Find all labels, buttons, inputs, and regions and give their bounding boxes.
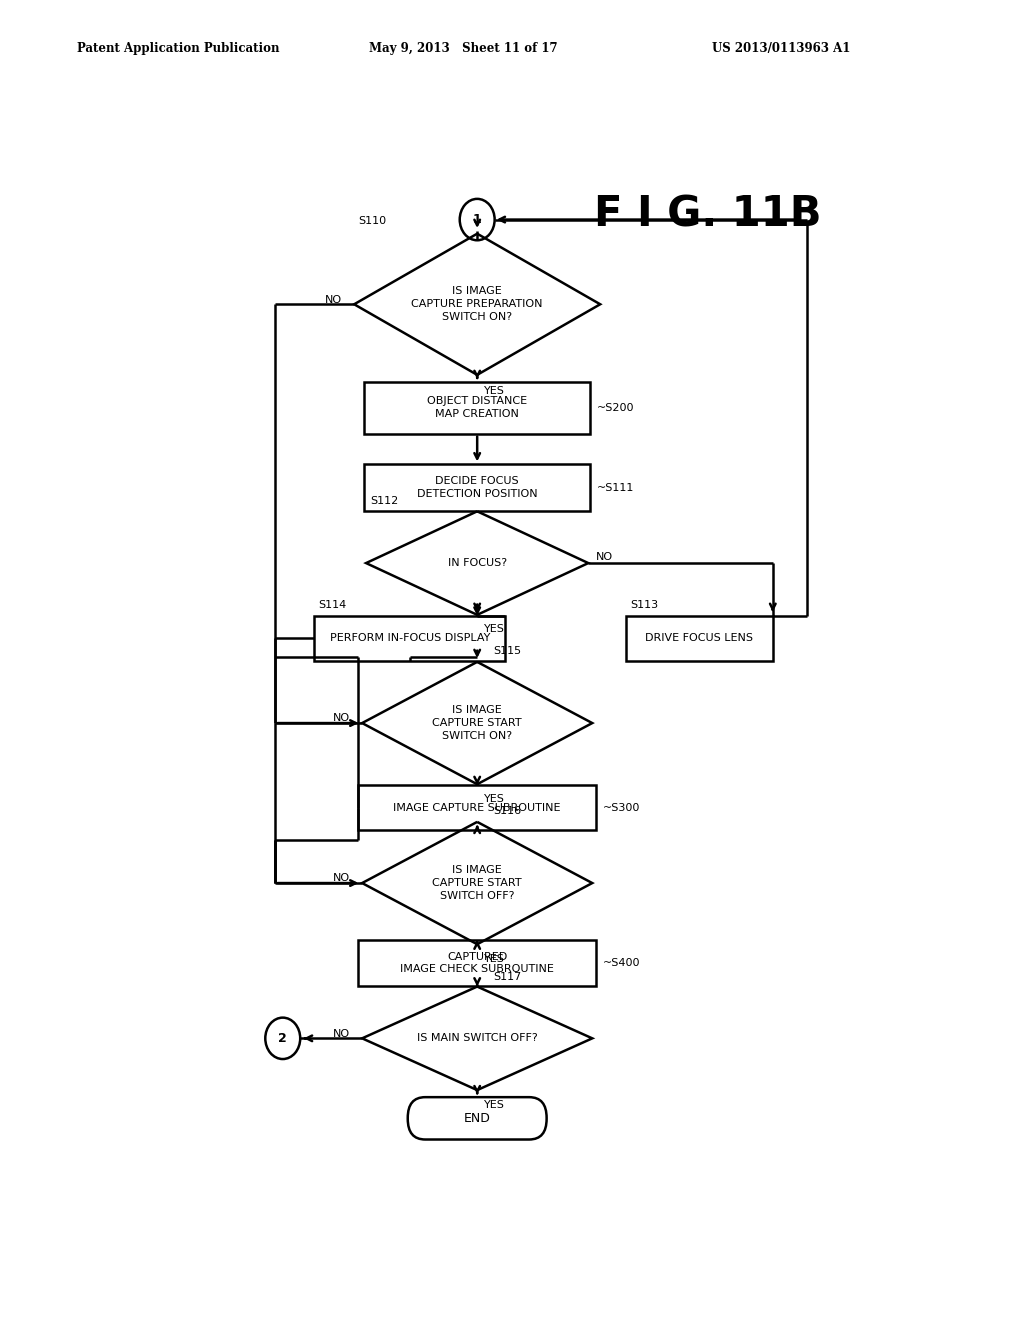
Text: ~S300: ~S300 xyxy=(602,803,640,813)
Text: IS IMAGE
CAPTURE START
SWITCH OFF?: IS IMAGE CAPTURE START SWITCH OFF? xyxy=(432,865,522,900)
Text: OBJECT DISTANCE
MAP CREATION: OBJECT DISTANCE MAP CREATION xyxy=(427,396,527,420)
Text: YES: YES xyxy=(483,793,505,804)
Text: IS IMAGE
CAPTURE PREPARATION
SWITCH ON?: IS IMAGE CAPTURE PREPARATION SWITCH ON? xyxy=(412,286,543,322)
Bar xyxy=(314,615,505,661)
Text: NO: NO xyxy=(333,874,350,883)
Text: Patent Application Publication: Patent Application Publication xyxy=(77,42,280,55)
Text: ~S200: ~S200 xyxy=(597,403,634,413)
Text: YES: YES xyxy=(483,953,505,964)
Text: PERFORM IN-FOCUS DISPLAY: PERFORM IN-FOCUS DISPLAY xyxy=(330,634,489,643)
Text: IN FOCUS?: IN FOCUS? xyxy=(447,558,507,568)
Text: NO: NO xyxy=(596,553,613,562)
Text: US 2013/0113963 A1: US 2013/0113963 A1 xyxy=(712,42,850,55)
Bar xyxy=(626,615,773,661)
Bar xyxy=(358,785,596,830)
Text: YES: YES xyxy=(483,387,505,396)
Text: NO: NO xyxy=(326,294,342,305)
Text: F I G. 11B: F I G. 11B xyxy=(594,194,821,236)
Text: 2: 2 xyxy=(279,1032,287,1045)
Text: S110: S110 xyxy=(358,216,386,226)
Bar xyxy=(365,465,590,511)
Text: DECIDE FOCUS
DETECTION POSITION: DECIDE FOCUS DETECTION POSITION xyxy=(417,477,538,499)
Text: IS IMAGE
CAPTURE START
SWITCH ON?: IS IMAGE CAPTURE START SWITCH ON? xyxy=(432,705,522,741)
Text: NO: NO xyxy=(333,713,350,723)
Text: S113: S113 xyxy=(630,601,658,610)
Text: CAPTURED
IMAGE CHECK SUBROUTINE: CAPTURED IMAGE CHECK SUBROUTINE xyxy=(400,952,554,974)
Text: ~S111: ~S111 xyxy=(597,483,634,492)
Text: S116: S116 xyxy=(494,807,521,816)
Text: END: END xyxy=(464,1111,490,1125)
Text: YES: YES xyxy=(483,624,505,634)
Text: YES: YES xyxy=(483,1100,505,1110)
Text: DRIVE FOCUS LENS: DRIVE FOCUS LENS xyxy=(645,634,754,643)
Bar xyxy=(365,381,590,434)
Text: S112: S112 xyxy=(370,496,398,506)
Text: IS MAIN SWITCH OFF?: IS MAIN SWITCH OFF? xyxy=(417,1034,538,1043)
Text: ~S400: ~S400 xyxy=(602,958,640,968)
Text: S114: S114 xyxy=(318,601,347,610)
Text: NO: NO xyxy=(333,1028,350,1039)
Text: IMAGE CAPTURE SUBROUTINE: IMAGE CAPTURE SUBROUTINE xyxy=(393,803,561,813)
Text: S117: S117 xyxy=(494,972,521,982)
Text: 1: 1 xyxy=(473,213,481,226)
Text: May 9, 2013   Sheet 11 of 17: May 9, 2013 Sheet 11 of 17 xyxy=(369,42,557,55)
Bar xyxy=(358,940,596,986)
Text: S115: S115 xyxy=(494,647,521,656)
